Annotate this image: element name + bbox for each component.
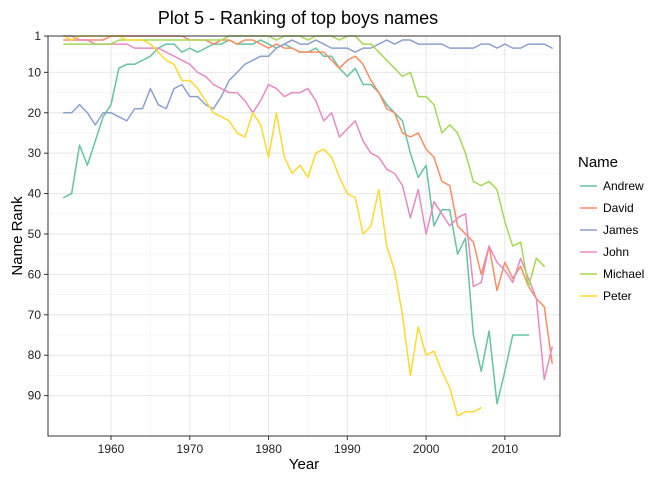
series-line-peter [63, 35, 482, 417]
legend-items: Andrew David James John Michael Peter [580, 179, 644, 303]
plot-panel [48, 36, 560, 436]
legend-label-david: David [603, 201, 634, 215]
x-axis: 1960 1970 1980 1990 2000 2010 [98, 436, 519, 456]
plot-border [47, 35, 561, 437]
y-tick-label: 40 [28, 187, 42, 201]
legend-label-andrew: Andrew [603, 179, 644, 193]
x-axis-title: Year [289, 456, 319, 473]
legend-label-john: John [603, 245, 629, 259]
y-tick-label: 20 [28, 106, 42, 120]
chart-title: Plot 5 - Ranking of top boys names [158, 8, 438, 28]
y-axis: 1 10 20 30 40 50 60 70 80 90 [28, 29, 48, 403]
y-tick-label: 1 [34, 29, 41, 43]
series-line-james [63, 39, 553, 126]
grid-lines [48, 35, 560, 436]
y-tick-label: 70 [28, 308, 42, 322]
legend-label-michael: Michael [603, 267, 644, 281]
x-tick-label: 1970 [176, 442, 203, 456]
y-tick-label: 10 [28, 65, 42, 79]
legend-label-peter: Peter [603, 289, 632, 303]
y-tick-label: 80 [28, 348, 42, 362]
y-tick-label: 90 [28, 389, 42, 403]
series-line-john [63, 35, 553, 381]
y-tick-label: 60 [28, 267, 42, 281]
x-tick-label: 2010 [492, 442, 519, 456]
x-tick-label: 1980 [255, 442, 282, 456]
x-tick-label: 1960 [98, 442, 125, 456]
x-tick-label: 1990 [334, 442, 361, 456]
legend-title: Name [578, 154, 618, 171]
legend-label-james: James [603, 223, 638, 237]
y-tick-label: 30 [28, 146, 42, 160]
y-axis-title: Name Rank [9, 196, 26, 276]
legend: Name Andrew David James John Michael Peter [578, 154, 644, 303]
x-tick-label: 2000 [413, 442, 440, 456]
y-tick-label: 50 [28, 227, 42, 241]
